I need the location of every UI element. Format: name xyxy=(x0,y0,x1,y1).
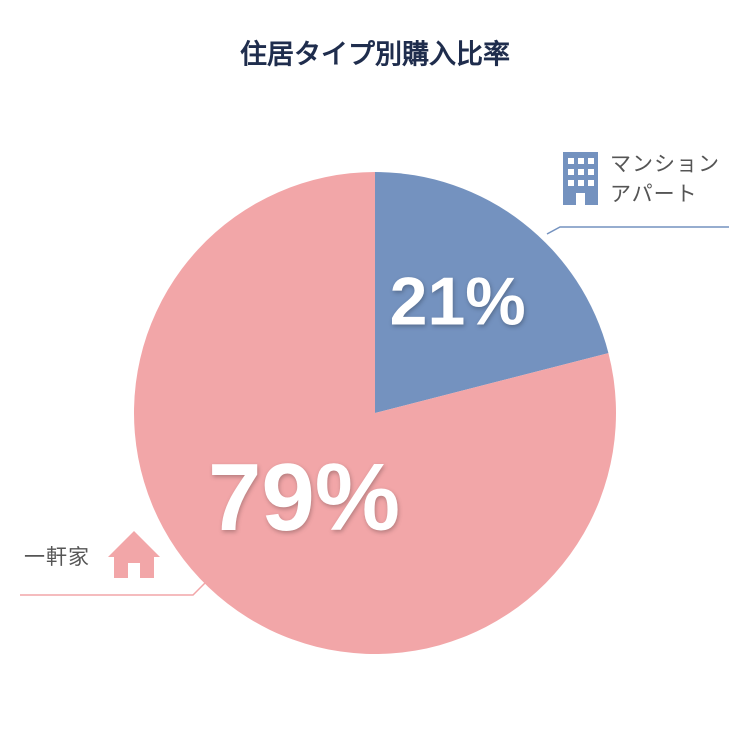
leader-line xyxy=(20,581,207,596)
pie-slice xyxy=(134,172,616,654)
legend-label: 一軒家 xyxy=(24,545,90,569)
value-label: 79% xyxy=(208,444,400,551)
building-icon xyxy=(563,152,598,205)
slices xyxy=(134,172,616,654)
value-label: 21% xyxy=(390,263,526,339)
leader-line xyxy=(546,226,729,235)
pie-slice xyxy=(375,172,609,413)
legend-label: マンション アパート xyxy=(610,152,720,206)
house-icon xyxy=(108,531,160,578)
chart-title: 住居タイプ別購入比率 xyxy=(240,39,510,71)
